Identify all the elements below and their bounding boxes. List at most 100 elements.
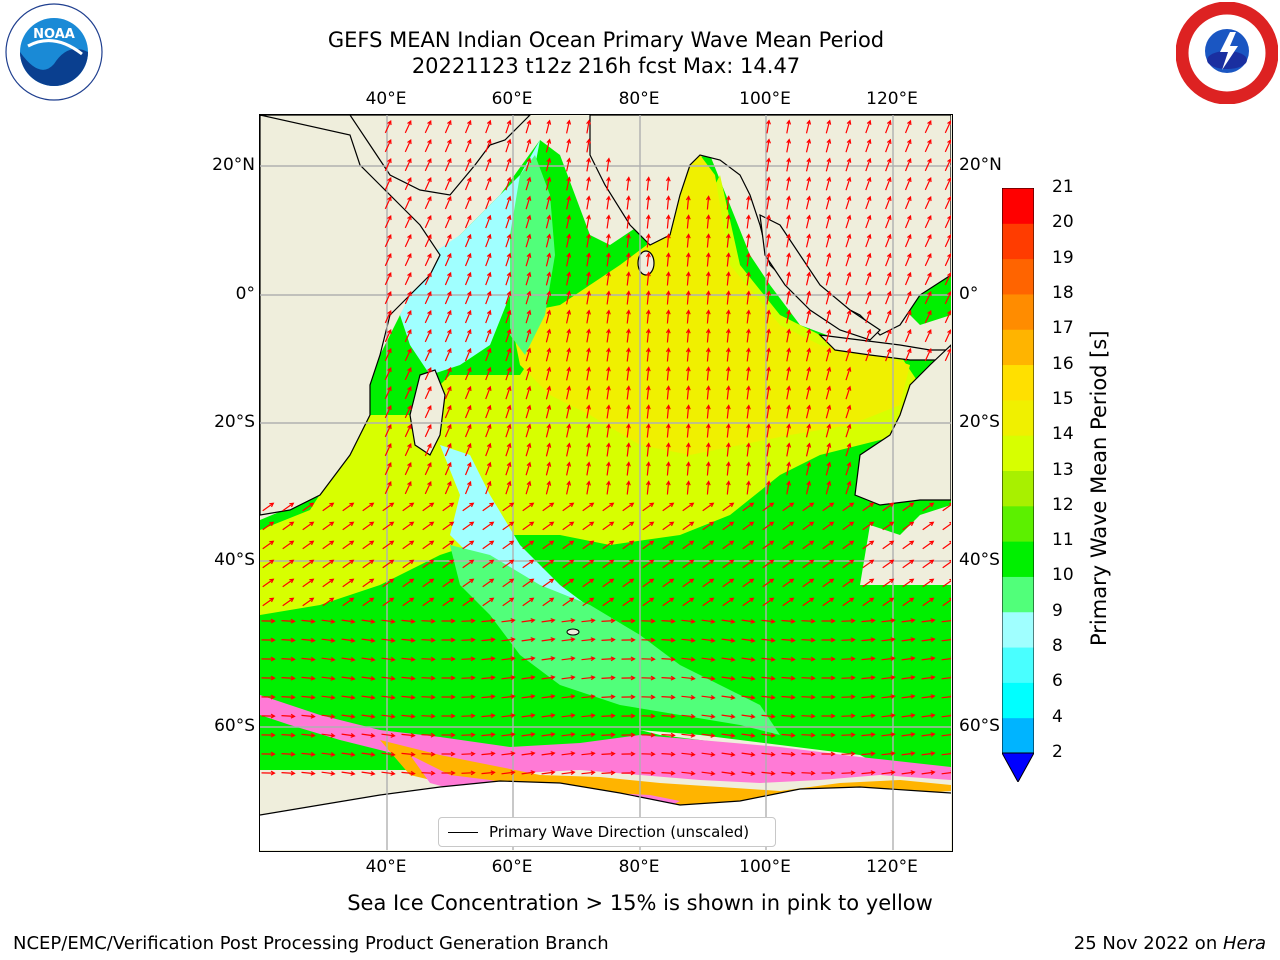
- direction-arrow-head: [746, 252, 751, 258]
- colorbar-swatch: [1002, 223, 1034, 260]
- direction-arrow-head: [290, 637, 296, 643]
- direction-arrow-shaft: [444, 386, 452, 400]
- direction-arrow-head: [569, 521, 575, 527]
- direction-arrow-shaft: [706, 405, 710, 419]
- direction-arrow-shaft: [622, 521, 634, 531]
- direction-arrow-head: [506, 442, 512, 448]
- map-panel[interactable]: [259, 114, 953, 852]
- direction-arrow-head: [566, 290, 572, 296]
- direction-arrow-head: [826, 385, 832, 391]
- direction-arrow-shaft: [421, 677, 435, 679]
- direction-arrow-shaft: [541, 714, 555, 718]
- direction-arrow-shaft: [384, 424, 392, 438]
- direction-arrow-head: [566, 480, 572, 486]
- direction-arrow-head: [427, 214, 432, 221]
- direction-arrow-shaft: [505, 120, 511, 134]
- direction-arrow-shaft: [761, 714, 775, 718]
- direction-arrow-shaft: [622, 578, 634, 588]
- direction-arrow-shaft: [662, 597, 674, 607]
- direction-arrow-shaft: [706, 291, 710, 305]
- direction-arrow-shaft: [842, 521, 854, 531]
- direction-arrow-shaft: [601, 658, 615, 660]
- direction-arrow-shaft: [661, 620, 675, 622]
- direction-arrow-shaft: [742, 502, 754, 512]
- direction-arrow-shaft: [622, 597, 634, 607]
- direction-arrow-head: [330, 657, 336, 662]
- direction-arrow-shaft: [702, 578, 714, 588]
- direction-arrow-head: [407, 195, 412, 202]
- direction-arrow-shaft: [721, 638, 735, 642]
- colorbar-swatch: [1002, 576, 1034, 613]
- direction-arrow-head: [630, 713, 636, 719]
- lon-label-top: 100°E: [739, 89, 791, 109]
- direction-arrow-shaft: [582, 540, 594, 550]
- direction-arrow-shaft: [904, 291, 912, 305]
- direction-arrow-head: [427, 404, 432, 411]
- direction-arrow-shaft: [581, 657, 595, 661]
- direction-arrow-head: [626, 214, 631, 220]
- direction-arrow-head: [447, 214, 452, 221]
- direction-arrow-shaft: [865, 234, 871, 248]
- direction-arrow-shaft: [505, 367, 511, 381]
- direction-arrow-head: [409, 521, 415, 527]
- direction-arrow-head: [849, 578, 855, 584]
- direction-arrow-shaft: [606, 253, 610, 267]
- direction-arrow-shaft: [542, 559, 554, 569]
- direction-arrow-shaft: [505, 443, 511, 457]
- direction-arrow-shaft: [566, 139, 570, 153]
- direction-arrow-head: [389, 540, 395, 546]
- direction-arrow-shaft: [802, 597, 814, 607]
- direction-arrow-head: [467, 214, 472, 221]
- direction-arrow-shaft: [881, 714, 895, 718]
- direction-arrow-shaft: [822, 502, 834, 512]
- direction-arrow-shaft: [381, 714, 395, 718]
- direction-arrow-shaft: [861, 771, 875, 775]
- direction-arrow-shaft: [301, 657, 315, 661]
- direction-arrow-shaft: [922, 597, 934, 607]
- direction-arrow-head: [549, 540, 555, 546]
- direction-arrow-head: [529, 559, 535, 565]
- direction-arrow-shaft: [321, 771, 335, 775]
- direction-arrow-head: [409, 578, 415, 584]
- direction-arrow-shaft: [461, 753, 475, 755]
- direction-arrow-shaft: [424, 139, 432, 153]
- direction-arrow-shaft: [586, 120, 590, 134]
- direction-arrow-shaft: [361, 714, 375, 718]
- direction-arrow-head: [387, 119, 392, 126]
- direction-arrow-shaft: [566, 234, 570, 248]
- direction-arrow-head: [626, 480, 631, 486]
- direction-arrow-shaft: [761, 638, 775, 642]
- direction-arrow-head: [829, 578, 835, 584]
- direction-arrow-head: [349, 597, 355, 603]
- direction-arrow-head: [566, 347, 572, 353]
- direction-arrow-head: [789, 597, 795, 603]
- direction-arrow-head: [606, 157, 611, 163]
- direction-arrow-head: [866, 328, 872, 334]
- direction-arrow-shaft: [404, 272, 412, 286]
- direction-arrow-head: [750, 638, 756, 643]
- direction-arrow-head: [669, 521, 675, 527]
- direction-arrow-shaft: [661, 715, 675, 717]
- direction-arrow-head: [705, 423, 711, 429]
- direction-arrow-head: [769, 578, 775, 584]
- direction-arrow-shaft: [805, 462, 811, 476]
- direction-arrow-head: [407, 404, 412, 411]
- direction-arrow-shaft: [726, 272, 730, 286]
- direction-arrow-head: [689, 559, 695, 565]
- direction-arrow-head: [546, 328, 552, 334]
- direction-arrow-head: [427, 309, 432, 316]
- direction-arrow-head: [546, 442, 552, 448]
- direction-arrow-head: [570, 751, 576, 756]
- direction-arrow-head: [509, 521, 515, 527]
- direction-arrow-shaft: [646, 367, 650, 381]
- direction-arrow-head: [427, 461, 432, 468]
- direction-arrow-head: [649, 521, 655, 527]
- direction-arrow-shaft: [502, 597, 514, 607]
- direction-arrow-head: [349, 540, 355, 546]
- direction-arrow-head: [506, 119, 512, 125]
- direction-arrow-head: [469, 540, 475, 546]
- direction-arrow-shaft: [481, 676, 495, 680]
- direction-arrow-head: [685, 385, 691, 391]
- direction-arrow-head: [450, 656, 456, 662]
- direction-arrow-head: [289, 540, 295, 546]
